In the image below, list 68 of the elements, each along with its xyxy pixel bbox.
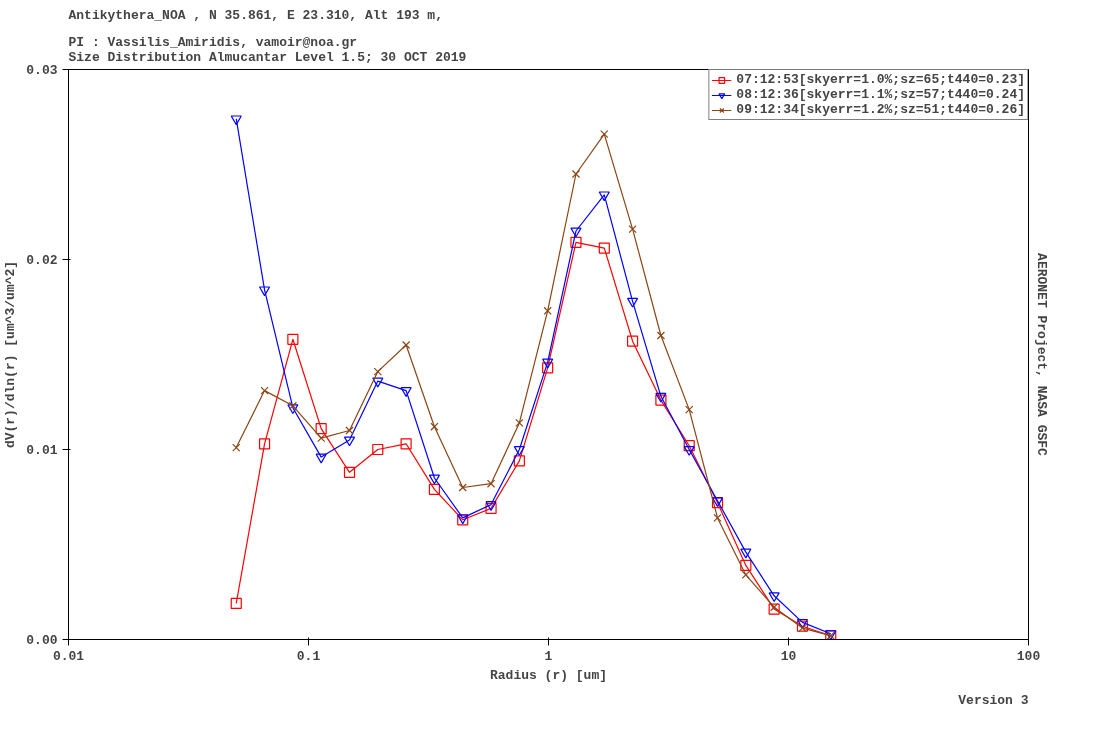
point (571, 169, 581, 179)
point (626, 335, 639, 347)
point (258, 438, 271, 450)
point (400, 387, 412, 397)
point (232, 443, 241, 452)
point (315, 453, 327, 464)
point (598, 242, 610, 254)
point (428, 474, 441, 485)
point (656, 331, 666, 340)
point (740, 559, 752, 571)
point (373, 367, 382, 376)
point (401, 340, 411, 350)
chart-subtitle: PI : Vassilis_Amiridis, vamoir@noa.gr Size Distribution Almucantar Level 1.5; 30 OCT 2019 (68, 34, 467, 65)
x-tick-label: 0.1 (296, 648, 321, 664)
point (570, 236, 582, 248)
point (628, 224, 637, 234)
point (287, 333, 299, 345)
y-tick-label: 0.01 (26, 443, 58, 458)
point (230, 115, 242, 126)
text: Version 3 (958, 692, 1029, 708)
y-tick-label: 0.02 (26, 253, 58, 268)
point (317, 433, 326, 443)
point (513, 446, 525, 456)
point (230, 597, 242, 609)
legend-label: 07:12:53[skyerr=1.0%;sz=65;t440=0.23] (736, 72, 1025, 87)
point (768, 592, 780, 603)
point (430, 422, 439, 431)
y-tick-label: 0.03 (26, 63, 58, 78)
y-axis-title: dV(r)/dln(r) [um^3/um^2] (3, 260, 19, 449)
legend-label: 09:12:34[skyerr=1.2%;sz=51;t440=0.26] (736, 102, 1025, 117)
point (515, 418, 524, 428)
x-tick-label: 10 (780, 648, 797, 664)
point (713, 513, 722, 523)
x-tick-label: 100 (1016, 648, 1041, 664)
y-tick-label: 0.00 (26, 633, 58, 648)
point (683, 440, 695, 452)
text: AERONET Project, NASA GSFC (1033, 253, 1049, 457)
point (258, 286, 271, 297)
x-tick-label: 0.01 (52, 648, 85, 664)
point (287, 404, 299, 415)
point (315, 423, 327, 435)
point (372, 443, 384, 456)
point (288, 401, 298, 410)
point (685, 405, 694, 414)
point (600, 129, 609, 139)
legend-label: 08:12:36[skyerr=1.1%;sz=57;t440=0.24] (736, 87, 1025, 102)
chart-title: Antikythera_NOA , N 35.861, E 23.310, Alt 193 m, (68, 7, 443, 23)
point (513, 455, 525, 467)
point (683, 446, 695, 456)
point (598, 191, 610, 202)
point (260, 386, 269, 395)
point (740, 548, 752, 559)
point (570, 227, 582, 238)
point (458, 483, 467, 492)
point (486, 479, 496, 488)
point (343, 466, 356, 478)
point (343, 436, 356, 447)
point (542, 362, 554, 374)
point (400, 438, 412, 450)
point (741, 570, 750, 580)
point (428, 483, 441, 495)
x-tick-label: 1 (544, 648, 553, 664)
point (345, 426, 354, 435)
x-axis-title: Radius (r) [um] (489, 667, 608, 683)
point (542, 358, 554, 369)
point (543, 306, 552, 315)
point (372, 377, 384, 388)
point (626, 297, 639, 308)
